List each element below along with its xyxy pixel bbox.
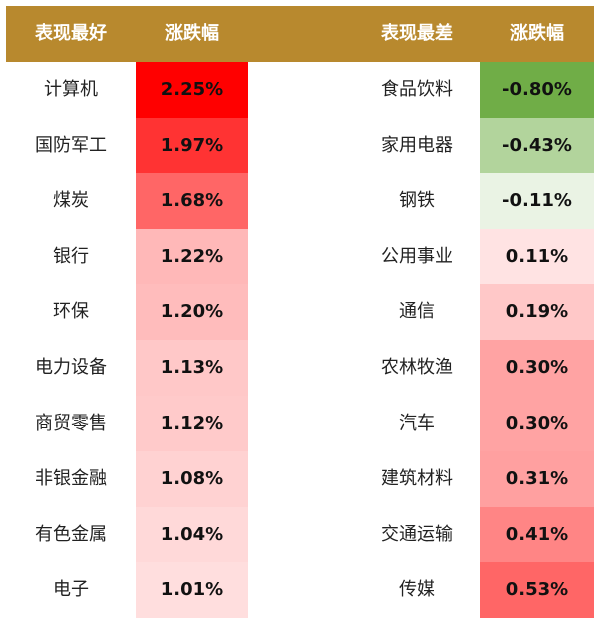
table-row: 有色金属 1.04% 交通运输 0.41% (6, 506, 594, 563)
best-sector-change: 1.22% (136, 228, 248, 285)
best-sector-name: 环保 (53, 301, 89, 323)
best-sector-name: 电子 (53, 579, 89, 601)
table-row: 煤炭 1.68% 钢铁 -0.11% (6, 173, 594, 229)
table-row: 银行 1.22% 公用事业 0.11% (6, 228, 594, 285)
best-sector-change: 1.97% (136, 117, 248, 174)
worst-sector-name: 传媒 (399, 579, 435, 601)
header-worst-change: 涨跌幅 (510, 23, 564, 44)
worst-sector-name: 建筑材料 (381, 468, 453, 490)
worst-sector-change: 0.53% (480, 562, 594, 618)
worst-sector-name: 家用电器 (381, 134, 453, 156)
best-sector-name: 国防军工 (35, 134, 107, 156)
worst-sector-name: 农林牧渔 (381, 356, 453, 378)
worst-sector-change: -0.11% (480, 173, 594, 229)
best-sector-name: 银行 (53, 245, 89, 267)
table-body: 计算机 2.25% 食品饮料 -0.80% 国防军工 1.97% 家用电器 -0.43% 煤炭 1… (6, 62, 594, 618)
worst-sector-change: -0.80% (480, 62, 594, 118)
best-sector-change: 1.13% (136, 339, 248, 396)
worst-sector-name: 公用事业 (381, 245, 453, 267)
best-sector-change: 2.25% (136, 62, 248, 118)
table-row: 电力设备 1.13% 农林牧渔 0.30% (6, 339, 594, 396)
best-sector-change: 1.01% (136, 562, 248, 618)
best-sector-change: 1.04% (136, 506, 248, 563)
worst-sector-change: 0.19% (480, 284, 594, 340)
worst-sector-name: 汽车 (399, 412, 435, 434)
best-sector-name: 商贸零售 (35, 412, 107, 434)
best-sector-change: 1.08% (136, 451, 248, 507)
worst-sector-name: 交通运输 (381, 523, 453, 545)
worst-sector-change: 0.31% (480, 451, 594, 507)
best-sector-name: 非银金融 (35, 468, 107, 490)
table-row: 电子 1.01% 传媒 0.53% (6, 562, 594, 618)
worst-sector-change: 0.41% (480, 506, 594, 563)
table-header: 表现最好 涨跌幅 表现最差 涨跌幅 (6, 6, 594, 62)
best-sector-change: 1.68% (136, 173, 248, 229)
best-sector-name: 电力设备 (35, 356, 107, 378)
table-row: 计算机 2.25% 食品饮料 -0.80% (6, 62, 594, 118)
worst-sector-name: 通信 (399, 301, 435, 323)
worst-sector-change: 0.11% (480, 228, 594, 285)
header-worst-name: 表现最差 (381, 23, 453, 44)
worst-sector-name: 食品饮料 (381, 79, 453, 100)
best-sector-change: 1.12% (136, 395, 248, 452)
best-sector-name: 计算机 (44, 79, 98, 100)
table-row: 环保 1.20% 通信 0.19% (6, 284, 594, 340)
best-sector-change: 1.20% (136, 284, 248, 340)
worst-sector-change: -0.43% (480, 117, 594, 174)
table-row: 非银金融 1.08% 建筑材料 0.31% (6, 451, 594, 507)
worst-sector-name: 钢铁 (399, 190, 435, 212)
header-best-change: 涨跌幅 (165, 23, 219, 44)
worst-sector-change: 0.30% (480, 395, 594, 452)
best-sector-name: 有色金属 (35, 523, 107, 545)
worst-sector-change: 0.30% (480, 339, 594, 396)
table-row: 商贸零售 1.12% 汽车 0.30% (6, 395, 594, 452)
header-best-name: 表现最好 (35, 23, 107, 44)
best-sector-name: 煤炭 (53, 190, 89, 212)
table-row: 国防军工 1.97% 家用电器 -0.43% (6, 117, 594, 174)
